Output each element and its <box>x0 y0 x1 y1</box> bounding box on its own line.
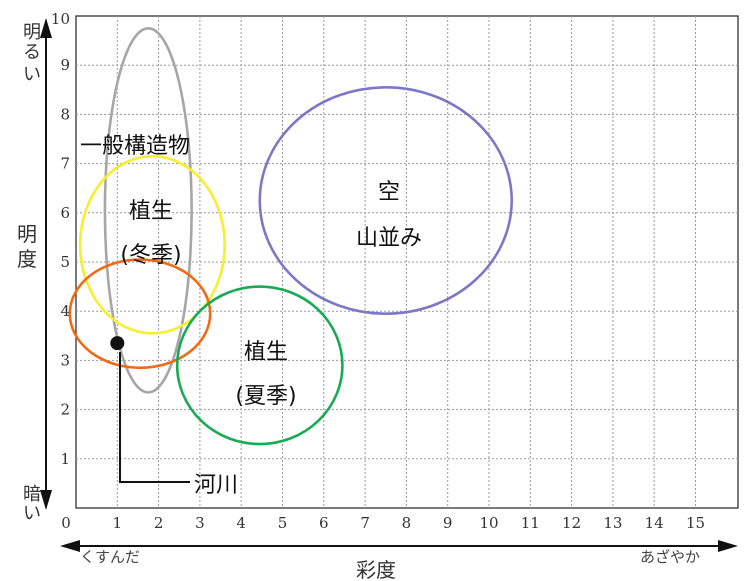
label-vegetation-winter: 植生 <box>129 199 173 224</box>
x-tick-0: 0 <box>61 514 71 532</box>
x-tick-6: 6 <box>319 514 329 532</box>
region-vegetation-summer <box>175 285 344 446</box>
y-tick-9: 9 <box>60 56 70 74</box>
x-axis-arrow <box>60 540 738 552</box>
label-winter: (冬季) <box>120 243 181 268</box>
region-general-structures <box>103 27 193 394</box>
y-low-label-1: 暗 <box>23 484 41 505</box>
y-low-label-2: い <box>23 503 41 524</box>
x-tick-14: 14 <box>645 514 664 532</box>
region-ellipses <box>68 27 514 446</box>
label-general-structures: 一般構造物 <box>80 134 190 159</box>
label-river: 河川 <box>194 473 238 498</box>
x-tick-9: 9 <box>443 514 453 532</box>
x-tick-13: 13 <box>603 514 622 532</box>
y-tick-8: 8 <box>60 105 70 123</box>
label-mountains: 山並み <box>356 226 422 251</box>
x-tick-10: 10 <box>479 514 498 532</box>
region-river <box>68 258 212 370</box>
x-tick-8: 8 <box>402 514 412 532</box>
x-tick-15: 15 <box>686 514 705 532</box>
y-tick-3: 3 <box>60 351 70 369</box>
x-high-label: あざやか <box>640 548 700 566</box>
point-markers <box>110 336 125 351</box>
label-sky: 空 <box>378 180 400 205</box>
river-point <box>110 336 125 351</box>
y-tick-2: 2 <box>60 401 70 419</box>
x-tick-1: 1 <box>113 514 123 532</box>
y-tick-6: 6 <box>60 204 70 222</box>
x-tick-7: 7 <box>360 514 370 532</box>
region-sky-mountains <box>258 86 514 315</box>
y-axis-arrow <box>40 18 52 510</box>
y-tick-10: 10 <box>51 10 70 28</box>
y-axis-title-2: 度 <box>17 247 37 271</box>
y-tick-5: 5 <box>60 253 70 271</box>
x-tick-12: 12 <box>562 514 581 532</box>
river-leader-line <box>119 352 190 483</box>
label-vegetation-summer: 植生 <box>244 340 288 365</box>
x-tick-11: 11 <box>521 514 540 532</box>
y-tick-1: 1 <box>60 450 70 468</box>
x-tick-2: 2 <box>154 514 164 532</box>
y-axis-title-1: 明 <box>17 222 37 246</box>
x-axis-title: 彩度 <box>356 558 396 581</box>
region-vegetation-winter <box>78 154 226 335</box>
y-high-label-2: る <box>23 42 41 63</box>
x-tick-4: 4 <box>236 514 246 532</box>
y-tick-7: 7 <box>60 155 70 173</box>
x-low-label: くすんだ <box>80 548 140 566</box>
x-tick-3: 3 <box>195 514 205 532</box>
label-summer: (夏季) <box>235 384 296 409</box>
y-high-label-1: 明 <box>23 22 41 43</box>
y-tick-4: 4 <box>60 302 70 320</box>
plot-area <box>75 15 739 509</box>
x-tick-5: 5 <box>278 514 288 532</box>
y-high-label-3: い <box>23 64 41 85</box>
